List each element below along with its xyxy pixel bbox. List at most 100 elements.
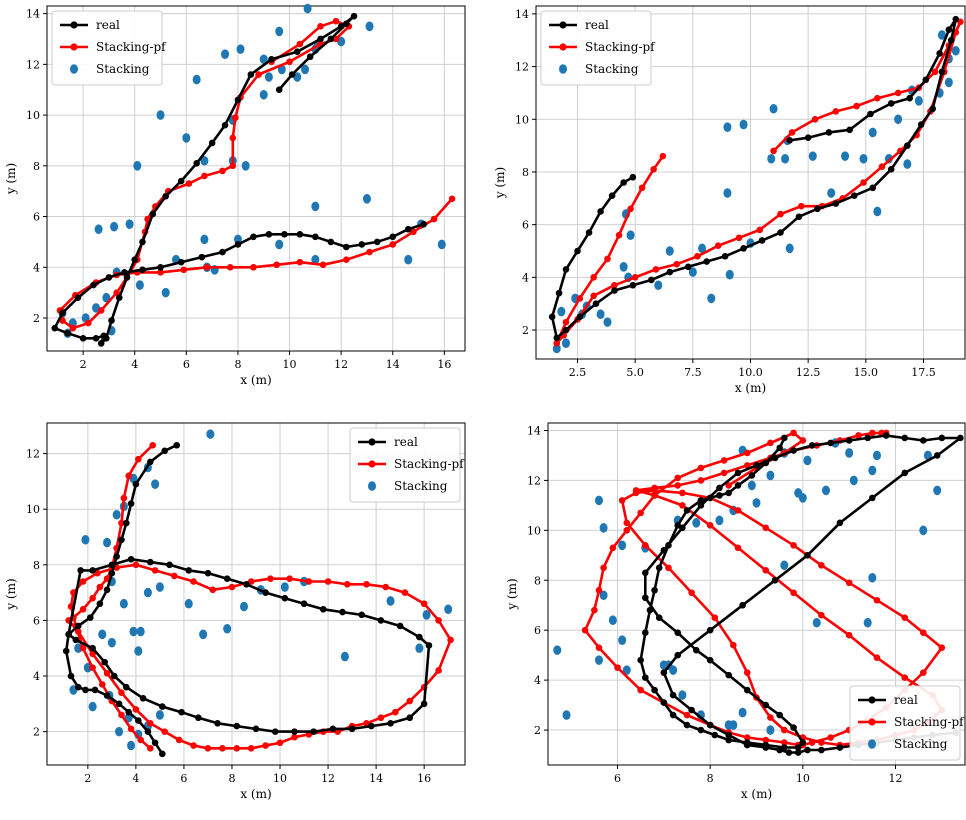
real-point (592, 300, 600, 307)
x-tick-label: 7.5 (684, 366, 702, 379)
stacking-point (752, 498, 761, 508)
stacking-pf-point (113, 289, 120, 296)
real-point (317, 35, 324, 43)
real-point (740, 245, 747, 252)
real-point (901, 469, 909, 477)
real-point (922, 76, 930, 84)
stacking-point (107, 637, 116, 648)
stacking-point (236, 44, 245, 54)
y-tick-label: 10 (515, 113, 529, 126)
real-point (214, 719, 221, 727)
real-point (265, 231, 273, 238)
stacking-point (182, 133, 191, 143)
stacking-point (119, 598, 128, 609)
real-point (864, 434, 871, 442)
stacking-pf-point (219, 167, 226, 175)
real-point (808, 442, 816, 449)
stacking-point (688, 267, 697, 277)
real-point (82, 686, 89, 694)
stacking-point (723, 188, 732, 198)
stacking-pf-point (343, 580, 351, 588)
stacking-pf-point (343, 256, 350, 263)
x-tick-label: 12 (889, 772, 903, 785)
real-point (115, 700, 123, 708)
real-point (648, 276, 655, 284)
legend: real Stacking-pf Stacking (540, 10, 656, 86)
stacking-point (553, 645, 562, 655)
real-point (776, 746, 783, 754)
stacking-point (200, 155, 209, 166)
stacking-pf-point (430, 215, 438, 223)
series-group (51, 3, 456, 347)
real-point (794, 744, 802, 751)
real-point (882, 432, 890, 439)
real-point (79, 335, 87, 342)
stacking-point (280, 582, 289, 592)
real-point (585, 229, 593, 236)
stacking-pf-point (756, 226, 764, 234)
stacking-point (596, 309, 605, 320)
real-point (134, 717, 142, 724)
stacking-pf-point (832, 108, 840, 115)
stacking-pf-point (118, 711, 125, 719)
real-point (725, 736, 732, 744)
stacking-point (845, 448, 854, 458)
stacking-pf-point (203, 263, 211, 271)
real-point (425, 642, 433, 649)
stacking-pf-point (631, 274, 639, 281)
stacking-point (340, 651, 349, 662)
real-point (548, 313, 556, 321)
stacking-pf-series-line (58, 19, 454, 330)
stacking-pf-point (720, 469, 728, 477)
real-point (901, 434, 909, 442)
real-point (233, 722, 241, 730)
stacking-pf-point (581, 626, 589, 634)
stacking-point (739, 119, 748, 130)
stacking-pf-point (615, 231, 623, 239)
real-point (281, 594, 289, 602)
real-point (629, 281, 637, 289)
real-point (679, 524, 686, 532)
real-point (651, 586, 658, 594)
real-point (387, 719, 394, 727)
real-point (103, 586, 111, 594)
x-tick-label: 4 (131, 358, 138, 371)
stacking-pf-point (89, 594, 96, 602)
stacking-pf-point (226, 263, 234, 271)
real-point (945, 26, 953, 34)
stacking-point (872, 450, 881, 461)
real-point (660, 699, 668, 706)
stacking-point (769, 103, 778, 114)
stacking-pf-point (790, 542, 797, 549)
real-point (637, 656, 644, 664)
stacking-pf-point (770, 147, 777, 155)
stacking-point (599, 523, 608, 533)
stacking-pf-point (319, 261, 327, 269)
real-point (234, 241, 242, 248)
y-tick-label: 14 (527, 424, 541, 437)
real-point (74, 294, 82, 302)
real-point (306, 53, 314, 61)
stacking-pf-point (651, 492, 658, 499)
x-tick-label: 6 (180, 772, 187, 785)
real-point (110, 672, 118, 680)
x-tick-label: 6 (183, 358, 190, 371)
stacking-pf-point (171, 572, 178, 580)
stacking-pf-point (901, 614, 909, 622)
real-point (59, 309, 66, 317)
real-point (790, 447, 797, 454)
x-tick-label: 17.5 (911, 366, 936, 379)
stacking-pf-point (146, 745, 154, 752)
legend-label-stacking: Stacking (96, 62, 150, 76)
stacking-pf-point (363, 580, 370, 588)
x-tick-label: 15.0 (854, 366, 879, 379)
real-point (597, 208, 604, 215)
real-point (688, 706, 695, 714)
stacking-pf-point (324, 578, 332, 585)
legend: real Stacking-pf Stacking (849, 685, 965, 761)
legend: real Stacking-pf Stacking (51, 10, 167, 86)
stacking-point (903, 159, 912, 169)
real-point (139, 238, 146, 246)
stacking-point (665, 246, 674, 256)
real-point (416, 633, 423, 641)
